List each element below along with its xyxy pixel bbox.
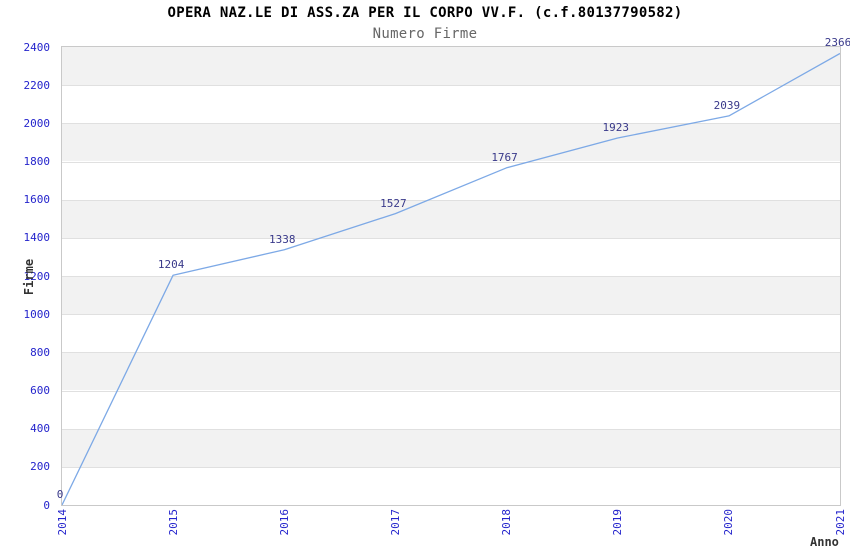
y-tick-label: 1800 xyxy=(23,155,51,168)
y-tick-label: 1400 xyxy=(23,231,51,245)
x-tick-label: 2016 xyxy=(277,509,291,536)
x-tick-label: 2018 xyxy=(500,509,514,536)
y-axis-label: Firme xyxy=(22,258,36,296)
line-chart-svg xyxy=(62,52,840,505)
gridline xyxy=(62,428,840,430)
plot-band xyxy=(62,276,840,315)
plot-area xyxy=(62,47,840,505)
plot-band xyxy=(62,85,840,124)
line-series xyxy=(62,52,840,505)
gridline xyxy=(62,390,840,392)
plot-band xyxy=(62,390,840,429)
y-tick-label: 2400 xyxy=(23,40,51,54)
x-axis-label: Anno xyxy=(810,535,839,549)
y-tick-label: 400 xyxy=(30,422,50,436)
y-tick-label: 2000 xyxy=(23,116,51,130)
y-tick-label: 800 xyxy=(30,345,50,359)
plot-band xyxy=(62,428,840,467)
gridline xyxy=(62,276,840,277)
plot-band xyxy=(62,466,840,505)
gridline xyxy=(62,199,840,201)
chart-subtitle: Numero Firme xyxy=(372,26,478,42)
y-tick-label: 200 xyxy=(30,460,50,474)
x-tick-label: 2017 xyxy=(388,509,402,536)
y-tick-label: 1000 xyxy=(23,307,51,321)
plot-band xyxy=(62,123,840,162)
plot-band xyxy=(62,47,840,86)
chart-title: OPERA NAZ.LE DI ASS.ZA PER IL CORPO VV.F… xyxy=(167,5,683,21)
plot-band xyxy=(62,237,840,276)
x-tick-label: 2021 xyxy=(833,509,847,536)
gridline xyxy=(62,314,840,316)
x-tick-label: 2019 xyxy=(611,509,625,536)
gridline xyxy=(62,237,840,239)
plot-band xyxy=(62,314,840,353)
gridline xyxy=(62,352,840,354)
x-tick-label: 2014 xyxy=(55,509,69,536)
x-tick-label: 2020 xyxy=(722,509,736,536)
gridline xyxy=(62,123,840,125)
gridline xyxy=(62,85,840,87)
y-tick-label: 600 xyxy=(30,384,50,397)
plot-band xyxy=(62,352,840,391)
gridline xyxy=(62,466,840,468)
y-tick-label: 2200 xyxy=(23,78,51,92)
x-tick-label: 2015 xyxy=(166,509,180,536)
y-tick-label: 0 xyxy=(43,498,50,512)
gridline xyxy=(62,161,840,163)
y-tick-label: 1600 xyxy=(23,193,51,207)
plot-band xyxy=(62,199,840,238)
plot-band xyxy=(62,161,840,200)
